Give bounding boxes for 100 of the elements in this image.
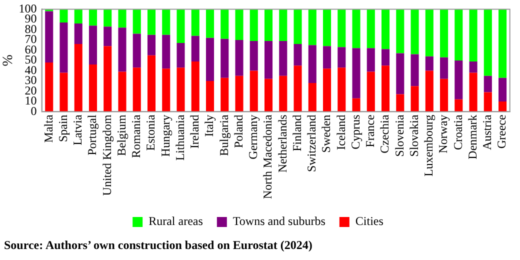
bar xyxy=(45,11,54,62)
x-tick-label: Sweden xyxy=(319,114,334,153)
bar xyxy=(425,9,434,56)
x-tick-label: Bulgaria xyxy=(216,114,231,156)
x-tick-label: Finland xyxy=(290,114,304,152)
x-tick-label: Belgium xyxy=(114,114,128,156)
bar xyxy=(366,72,375,112)
x-tick-label: Ireland xyxy=(188,114,202,149)
x-tick-label: Netherlands xyxy=(275,114,290,173)
bar xyxy=(220,78,229,112)
bar xyxy=(308,9,316,46)
bar xyxy=(322,46,332,69)
x-tick-label: Romania xyxy=(129,114,144,158)
bar xyxy=(132,68,141,112)
bar xyxy=(352,48,360,98)
bar xyxy=(206,38,214,81)
x-tick-label: Denmark xyxy=(465,114,480,160)
bar xyxy=(338,47,346,68)
bar xyxy=(104,9,112,27)
bar xyxy=(382,9,390,50)
x-tick-label: United Kingdom xyxy=(100,114,114,196)
bar xyxy=(191,9,200,36)
x-tick-label: Switzerland xyxy=(304,114,319,172)
bar xyxy=(74,9,82,24)
bar xyxy=(60,22,68,73)
bar xyxy=(396,9,404,54)
bar xyxy=(235,76,244,112)
bar xyxy=(425,56,434,71)
x-tick-label: Croatia xyxy=(450,114,465,150)
x-tick-label: Luxembourg xyxy=(422,114,436,176)
bar xyxy=(308,82,316,112)
bar xyxy=(484,92,492,112)
bar xyxy=(162,9,170,35)
bar xyxy=(469,61,478,73)
bar xyxy=(88,9,98,26)
bar xyxy=(88,26,98,65)
bar xyxy=(191,36,200,62)
bar xyxy=(322,9,332,46)
bar xyxy=(88,64,98,112)
bar xyxy=(440,9,448,58)
bar xyxy=(469,72,478,112)
bar xyxy=(45,62,54,112)
bar xyxy=(469,9,478,62)
x-tick-label: Malta xyxy=(41,114,56,143)
x-tick-label: Lithuania xyxy=(172,114,187,161)
bar xyxy=(104,46,112,112)
bar xyxy=(250,40,258,71)
y-axis-title: % xyxy=(1,54,16,66)
bar xyxy=(498,101,507,112)
bar xyxy=(484,9,492,76)
bar xyxy=(454,60,463,100)
x-tick-label: Czechia xyxy=(378,114,392,154)
legend-label: Rural areas xyxy=(148,214,204,228)
x-tick-label: Germany xyxy=(246,114,260,160)
bar xyxy=(147,9,156,35)
x-tick-label: Poland xyxy=(231,114,246,148)
bar xyxy=(206,9,214,38)
bar xyxy=(60,9,68,23)
bar xyxy=(294,9,302,44)
bar xyxy=(250,9,258,41)
bar xyxy=(132,9,141,34)
x-tick-label: Greece xyxy=(494,114,509,149)
bar xyxy=(440,78,448,112)
bar xyxy=(118,28,126,72)
bar xyxy=(118,9,126,28)
bar xyxy=(396,94,404,112)
bar xyxy=(132,34,141,68)
x-tick-label: France xyxy=(363,114,378,148)
bar xyxy=(366,9,375,48)
legend-label: Towns and suburbs xyxy=(232,214,326,228)
bar xyxy=(60,72,68,112)
bar xyxy=(410,9,419,54)
bar xyxy=(454,9,463,60)
x-tick-label: Italy xyxy=(202,114,216,137)
source-note: Source: Authors’ own construction based on Eurostat (2024) xyxy=(4,238,312,253)
bar xyxy=(352,9,360,48)
bar xyxy=(74,24,82,44)
bar xyxy=(382,66,390,112)
bar xyxy=(338,9,346,48)
bar xyxy=(104,26,112,46)
bar xyxy=(264,9,273,41)
bar xyxy=(382,49,390,66)
bar xyxy=(352,98,360,112)
bar xyxy=(425,70,434,112)
bar xyxy=(454,99,463,112)
bar xyxy=(235,9,244,40)
bar xyxy=(294,66,302,112)
x-tick-label: Hungary xyxy=(158,114,172,157)
bar xyxy=(279,40,288,76)
bar xyxy=(176,68,185,112)
x-tick-label: Estonia xyxy=(144,114,158,151)
x-tick-label: Spain xyxy=(56,114,70,142)
bar xyxy=(498,78,507,102)
x-tick-label: Iceland xyxy=(334,114,348,150)
bar xyxy=(498,9,507,78)
bar xyxy=(250,70,258,112)
bar xyxy=(191,61,200,112)
x-tick-label: Cyprus xyxy=(348,114,362,150)
bar xyxy=(294,44,302,66)
bar xyxy=(366,48,375,72)
